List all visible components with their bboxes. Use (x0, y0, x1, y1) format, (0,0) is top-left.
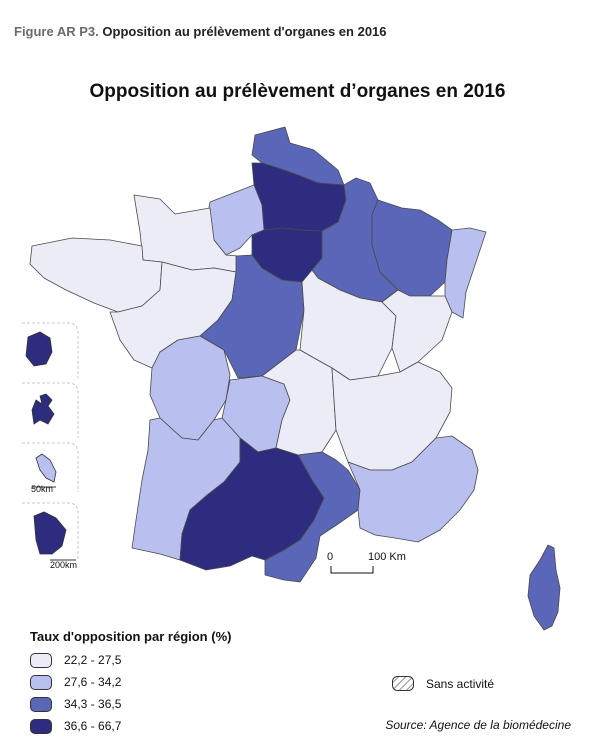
legend-item: 36,6 - 66,7 (30, 717, 121, 735)
region-franche-comte (381, 289, 453, 373)
legend-item: 34,3 - 36,5 (30, 695, 121, 713)
legend-swatch (30, 652, 52, 668)
region-auvergne (261, 349, 337, 456)
figure-number: Figure AR P3. (14, 24, 99, 39)
legend-swatch (30, 718, 52, 734)
hatch-swatch (392, 676, 414, 691)
legend-title: Taux d'opposition par région (%) (30, 629, 232, 644)
source-note: Source: Agence de la biomédecine (385, 718, 571, 732)
legend-label: 27,6 - 34,2 (64, 675, 122, 689)
guyane-scale-label: 200km (50, 560, 77, 570)
figure-caption-text: Opposition au prélèvement d'organes en 2… (102, 24, 387, 39)
legend-label: 22,2 - 27,5 (64, 653, 122, 667)
legend-label: 34,3 - 36,5 (64, 697, 122, 711)
legend-swatch (30, 674, 52, 690)
region-alsace (444, 227, 487, 319)
figure-caption: Figure AR P3. Opposition au prélèvement … (14, 24, 387, 39)
region-bretagne (29, 237, 163, 313)
no-activity-label: Sans activité (426, 676, 495, 691)
region-martinique (35, 453, 57, 483)
region-rhone-alpes (331, 361, 453, 471)
scale-bar-zero: 0 (327, 551, 333, 563)
region-lorraine (371, 199, 453, 297)
scale-bar-distance: 100 Km (368, 551, 406, 563)
scale-bar (330, 566, 374, 574)
legend-item: 27,6 - 34,2 (30, 673, 121, 691)
guadeloupe-scale-label: 50km (31, 484, 53, 494)
map-title: Opposition au prélèvement d’organes en 2… (89, 81, 506, 102)
legend-label: 36,6 - 66,7 (64, 719, 122, 733)
legend-no-activity: Sans activité (392, 676, 494, 691)
legend-item: 22,2 - 27,5 (30, 651, 121, 669)
region-corse (527, 544, 561, 631)
region-languedoc-roussillon (264, 451, 361, 583)
region-guadeloupe (31, 393, 55, 425)
overseas-inset-frames (22, 322, 79, 560)
region-paca (347, 435, 479, 543)
legend-swatch (30, 696, 52, 712)
region-la-reunion (25, 331, 53, 367)
region-guyane (33, 511, 67, 555)
